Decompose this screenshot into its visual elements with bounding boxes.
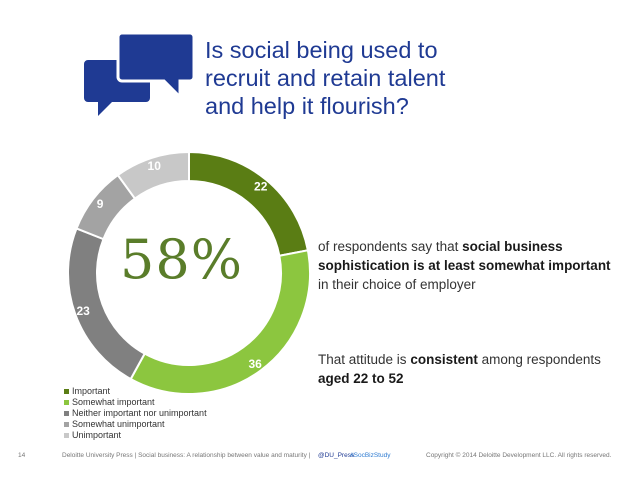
legend-item: Important [64, 386, 207, 397]
stat2-text-d: aged 22 to 52 [318, 371, 404, 386]
slice-label: 22 [254, 179, 268, 193]
legend-item: Somewhat important [64, 397, 207, 408]
slice-label: 10 [148, 159, 162, 173]
donut-slice [116, 150, 190, 200]
legend-item: Neither important nor unimportant [64, 408, 207, 419]
legend-swatch [64, 400, 69, 405]
big-stat: 58% [120, 228, 244, 291]
legend-swatch [64, 422, 69, 427]
stat2-text: That attitude is consistent among respon… [318, 350, 618, 388]
legend-label: Somewhat unimportant [72, 419, 165, 429]
page-title: Is social being used to recruit and reta… [205, 36, 625, 120]
legend-swatch [64, 411, 69, 416]
stat-text: of respondents say that social business … [318, 237, 618, 294]
stat2-text-b: consistent [410, 352, 478, 367]
legend-swatch [64, 389, 69, 394]
legend-label: Important [72, 386, 111, 396]
legend-label: Somewhat important [72, 397, 155, 407]
slice-label: 23 [76, 304, 90, 318]
slice-label: 9 [97, 197, 104, 211]
footer-copyright: Copyright © 2014 Deloitte Development LL… [426, 452, 612, 459]
legend-swatch [64, 433, 69, 438]
title-line: and help it flourish? [205, 93, 409, 119]
footer-handle[interactable]: @DU_Press [318, 452, 355, 459]
speech-bubbles-icon [84, 31, 196, 116]
legend-label: Unimportant [72, 430, 122, 440]
slice-label: 36 [248, 357, 262, 371]
title-line: recruit and retain talent [205, 65, 446, 91]
stat-text-b: social business sophistication is at lea… [318, 239, 611, 273]
stat-text-c: in their choice of employer [318, 277, 476, 292]
legend-item: Somewhat unimportant [64, 419, 207, 430]
footer-hashtag[interactable]: #SocBizStudy [350, 452, 391, 459]
stat2-text-c: among respondents [477, 352, 601, 367]
stat2-text-a: That attitude is [318, 352, 411, 367]
legend-item: Unimportant [64, 430, 207, 441]
footer-source: Deloitte University Press | Social busin… [62, 452, 311, 459]
donut-chart: 22 36 23 9 10 [67, 150, 311, 395]
chart-legend: Important Somewhat important Neither impor… [64, 386, 207, 441]
legend-label: Neither important nor unimportant [72, 408, 207, 418]
title-line: Is social being used to [205, 37, 438, 63]
page-number: 14 [18, 452, 26, 459]
stat-text-a: of respondents say that [318, 239, 463, 254]
